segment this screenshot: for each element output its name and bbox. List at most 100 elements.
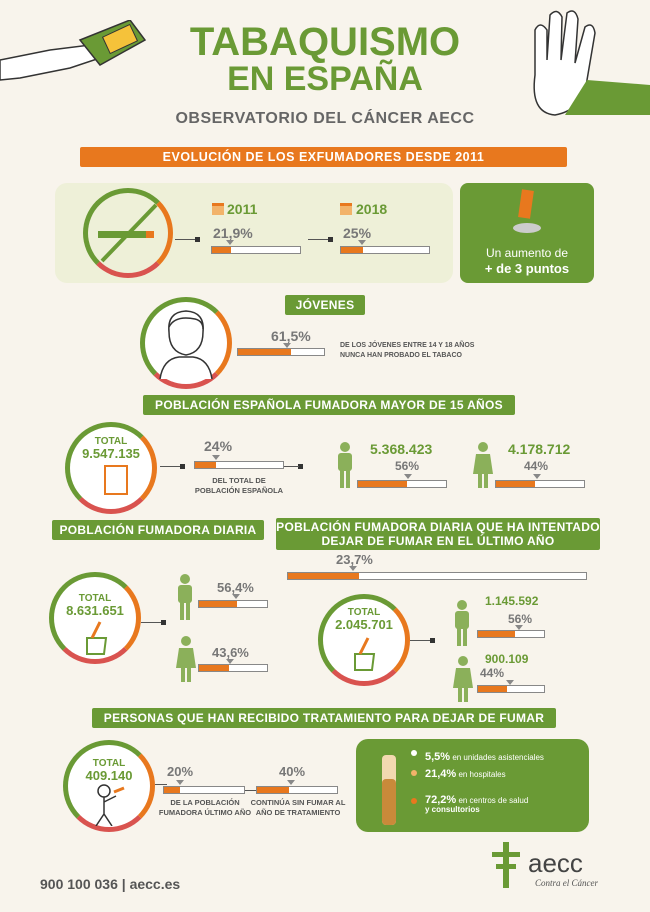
- marker: [212, 455, 220, 460]
- tratamiento-bar-2: [256, 786, 338, 794]
- connector: [308, 239, 330, 240]
- man-icon: [338, 442, 352, 488]
- connector-dot: [161, 620, 166, 625]
- aecc-logo-text: aecc: [528, 848, 583, 878]
- marker: [349, 566, 357, 571]
- jovenes-pct: 61,5%: [271, 328, 311, 344]
- year-2011: 2011: [227, 201, 258, 217]
- intentado-total: 2.045.701: [335, 617, 393, 632]
- bar-2018: [340, 246, 430, 254]
- tratamiento-p1: 20%: [167, 764, 194, 779]
- women-count: 4.178.712: [508, 441, 571, 457]
- tratamiento-item-1: 5,5% en unidades asistenciales: [425, 750, 544, 765]
- hand-cigarettes-icon: [0, 20, 147, 81]
- connector: [160, 466, 182, 467]
- bar-2011: [211, 246, 301, 254]
- intentado-men-bar: [477, 630, 545, 638]
- women-pct: 44%: [524, 459, 549, 473]
- diaria-men-pct: 56,4%: [217, 580, 254, 595]
- connector-dot: [298, 464, 303, 469]
- website-link[interactable]: aecc.es: [129, 876, 181, 892]
- marker: [226, 240, 234, 245]
- connector: [175, 239, 197, 240]
- men-count: 5.368.423: [370, 441, 433, 457]
- section-banner-fumadora-15: POBLACIÓN ESPAÑOLA FUMADORA MAYOR DE 15 …: [143, 395, 515, 415]
- tratamiento-d2: CONTINÚA SIN FUMAR AL AÑO DE TRATAMIENTO: [250, 798, 346, 817]
- increase-text-2: + de 3 puntos: [484, 261, 570, 276]
- marker: [404, 474, 412, 479]
- intentado-pct: 23,7%: [336, 552, 373, 567]
- connector: [141, 622, 163, 623]
- year-2018: 2018: [356, 201, 388, 217]
- page-title: TABAQUISMO: [189, 20, 461, 64]
- page-subtitle: OBSERVATORIO DEL CÁNCER AECC: [175, 110, 475, 127]
- bar-fill: [358, 481, 408, 487]
- connector-dot: [328, 237, 333, 242]
- intentado-men-pct: 56%: [508, 612, 533, 626]
- total-label: TOTAL: [78, 593, 112, 604]
- bar-fill: [478, 686, 508, 692]
- connector-dot: [195, 237, 200, 242]
- bar-fill: [478, 631, 515, 637]
- item-text: en hospitales: [458, 770, 506, 779]
- men-pct: 56%: [395, 459, 420, 473]
- thermometer-bar-icon: [382, 750, 417, 825]
- fumadora-15-bar: [194, 461, 284, 469]
- increase-text-1: Un aumento de: [485, 246, 569, 260]
- diaria-women-pct: 43,6%: [212, 645, 249, 660]
- marker: [283, 343, 291, 348]
- item-pct: 5,5%: [425, 751, 451, 763]
- connector-dot: [430, 638, 435, 643]
- section-banner-exfumadores: EVOLUCIÓN DE LOS EXFUMADORES DESDE 2011: [80, 147, 567, 167]
- connector: [410, 640, 432, 641]
- footer-contact: 900 100 036 | aecc.es: [40, 876, 180, 892]
- marker: [176, 780, 184, 785]
- total-label: TOTAL: [347, 607, 381, 618]
- fumadora-15-pct: 24%: [204, 438, 233, 454]
- jovenes-bar: [237, 348, 325, 356]
- calendar-icon: [212, 203, 224, 215]
- tratamiento-p2: 40%: [279, 764, 306, 779]
- marker: [533, 474, 541, 479]
- section-banner-tratamiento: PERSONAS QUE HAN RECIBIDO TRATAMIENTO PA…: [92, 708, 556, 728]
- item-text: en centros de salud: [458, 796, 529, 805]
- bar-fill: [164, 787, 180, 793]
- connector-dot: [180, 464, 185, 469]
- tratamiento-bar-1: [163, 786, 245, 794]
- intentado-circle: [318, 594, 410, 686]
- woman-icon: [453, 656, 473, 702]
- pct-2018: 25%: [343, 225, 372, 241]
- total-label: TOTAL: [92, 758, 126, 769]
- marker: [226, 659, 234, 664]
- bar-fill: [238, 349, 291, 355]
- bar-fill: [199, 601, 238, 607]
- hand-cigarette-icon: [86, 621, 108, 655]
- tratamiento-item-3: 72,2% en centros de salud: [425, 793, 528, 808]
- man-icon: [455, 600, 469, 646]
- phone-number[interactable]: 900 100 036: [40, 876, 118, 892]
- intentado-women-count: 900.109: [485, 652, 529, 666]
- marker: [232, 594, 240, 599]
- item-pct: 72,2%: [425, 794, 457, 806]
- bar-fill: [496, 481, 535, 487]
- bar-fill: [199, 665, 229, 671]
- intentado-bar: [287, 572, 587, 580]
- woman-icon: [176, 636, 196, 682]
- man-icon: [178, 574, 192, 620]
- bar-fill: [212, 247, 232, 253]
- calendar-icon: [340, 203, 352, 215]
- hand-cigarette-icon: [354, 637, 376, 671]
- marker: [358, 240, 366, 245]
- diaria-men-bar: [198, 600, 268, 608]
- aecc-cross-logo-icon: [492, 842, 520, 888]
- pct-2011: 21,9%: [213, 225, 253, 241]
- young-person-icon: [159, 310, 213, 379]
- bar-fill: [257, 787, 289, 793]
- fumadora-15-total: 9.547.135: [82, 446, 140, 461]
- marker: [287, 780, 295, 785]
- total-label: TOTAL: [94, 436, 128, 447]
- page-title-2: EN ESPAÑA: [227, 60, 423, 98]
- connector: [245, 790, 257, 791]
- tratamiento-item-4: y consultorios: [425, 805, 480, 814]
- aecc-logo-sub: Contra el Cáncer: [535, 878, 598, 888]
